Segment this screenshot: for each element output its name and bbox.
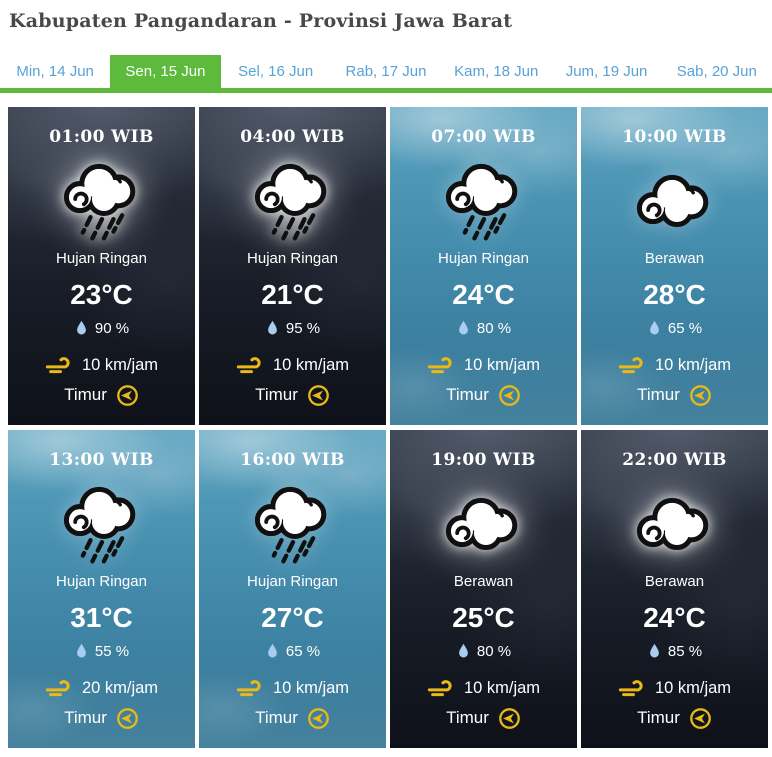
forecast-card: 16:00 WIB Hujan Ringan 27°C 65 % 10 km/j… xyxy=(199,430,386,748)
forecast-card: 10:00 WIB Berawan 28°C 65 % 10 km/jam Ti… xyxy=(581,107,768,425)
condition-label: Berawan xyxy=(644,573,705,590)
card-time: 01:00 WIB xyxy=(49,127,154,147)
tab-day-6[interactable]: Sab, 20 Jun xyxy=(676,63,757,80)
wind-icon xyxy=(618,679,643,696)
wind-direction-label: Timur xyxy=(64,708,107,727)
wind-direction-label: Timur xyxy=(637,385,680,404)
wind-icon xyxy=(45,679,70,696)
condition-label: Hujan Ringan xyxy=(438,250,529,267)
humidity-value: 85 % xyxy=(667,642,703,660)
droplet-icon xyxy=(459,320,468,334)
wind-direction-label: Timur xyxy=(446,708,489,727)
condition-label: Hujan Ringan xyxy=(247,573,338,590)
wind-direction-arrow-icon xyxy=(499,707,520,729)
wind-speed-value: 10 km/jam xyxy=(463,678,541,697)
condition-label: Berawan xyxy=(644,250,705,267)
wind-speed-value: 10 km/jam xyxy=(272,355,350,374)
card-time: 10:00 WIB xyxy=(622,127,727,147)
forecast-card: 22:00 WIB Berawan 24°C 85 % 10 km/jam Ti… xyxy=(581,430,768,748)
condition-label: Berawan xyxy=(453,573,514,590)
wind-speed-value: 10 km/jam xyxy=(463,355,541,374)
rain-cloud-icon xyxy=(54,471,150,573)
wind-direction-arrow-icon xyxy=(690,707,711,729)
wind-direction-arrow-icon xyxy=(117,384,138,406)
humidity-value: 90 % xyxy=(94,319,130,337)
droplet-icon xyxy=(268,643,277,657)
day-tab-bar: Min, 14 Jun Sen, 15 Jun Sel, 16 Jun Rab,… xyxy=(0,55,772,93)
wind-direction-arrow-icon xyxy=(117,707,138,729)
temperature-value: 28°C xyxy=(643,279,706,310)
temperature-value: 27°C xyxy=(261,602,324,633)
wind-speed-value: 10 km/jam xyxy=(272,678,350,697)
wind-speed-value: 10 km/jam xyxy=(81,355,159,374)
wind-icon xyxy=(427,679,452,696)
rain-cloud-icon xyxy=(245,471,341,573)
rain-cloud-icon xyxy=(436,148,532,250)
forecast-card: 19:00 WIB Berawan 25°C 80 % 10 km/jam Ti… xyxy=(390,430,577,748)
temperature-value: 21°C xyxy=(261,279,324,310)
humidity-value: 55 % xyxy=(94,642,130,660)
card-time: 13:00 WIB xyxy=(49,450,154,470)
forecast-card: 07:00 WIB Hujan Ringan 24°C 80 % 10 km/j… xyxy=(390,107,577,425)
wind-speed-value: 10 km/jam xyxy=(654,355,732,374)
humidity-value: 65 % xyxy=(667,319,703,337)
forecast-card: 13:00 WIB Hujan Ringan 31°C 55 % 20 km/j… xyxy=(8,430,195,748)
wind-direction-label: Timur xyxy=(255,708,298,727)
temperature-value: 24°C xyxy=(643,602,706,633)
wind-icon xyxy=(236,356,261,373)
wind-icon xyxy=(236,679,261,696)
condition-label: Hujan Ringan xyxy=(56,250,147,267)
tab-day-2[interactable]: Sel, 16 Jun xyxy=(238,63,314,80)
wind-speed-value: 20 km/jam xyxy=(81,678,159,697)
wind-direction-label: Timur xyxy=(446,385,489,404)
tab-day-4[interactable]: Kam, 18 Jun xyxy=(454,63,539,80)
droplet-icon xyxy=(650,643,659,657)
temperature-value: 23°C xyxy=(70,279,133,310)
wind-direction-label: Timur xyxy=(64,385,107,404)
droplet-icon xyxy=(77,320,86,334)
forecast-grid: 01:00 WIB Hujan Ringan 23°C 90 % 10 km/j… xyxy=(0,107,772,748)
wind-direction-label: Timur xyxy=(637,708,680,727)
condition-label: Hujan Ringan xyxy=(56,573,147,590)
wind-direction-arrow-icon xyxy=(499,384,520,406)
rain-cloud-icon xyxy=(245,148,341,250)
droplet-icon xyxy=(268,320,277,334)
wind-direction-label: Timur xyxy=(255,385,298,404)
cloud-icon xyxy=(436,471,532,573)
wind-speed-value: 10 km/jam xyxy=(654,678,732,697)
temperature-value: 24°C xyxy=(452,279,515,310)
card-time: 19:00 WIB xyxy=(431,450,536,470)
tab-day-1-active[interactable]: Sen, 15 Jun xyxy=(110,55,221,88)
humidity-value: 65 % xyxy=(285,642,321,660)
droplet-icon xyxy=(459,643,468,657)
card-time: 04:00 WIB xyxy=(240,127,345,147)
wind-direction-arrow-icon xyxy=(690,384,711,406)
cloud-icon xyxy=(627,148,723,250)
tab-day-0[interactable]: Min, 14 Jun xyxy=(16,63,94,80)
forecast-card: 01:00 WIB Hujan Ringan 23°C 90 % 10 km/j… xyxy=(8,107,195,425)
humidity-value: 95 % xyxy=(285,319,321,337)
tab-day-3[interactable]: Rab, 17 Jun xyxy=(345,63,427,80)
rain-cloud-icon xyxy=(54,148,150,250)
card-time: 22:00 WIB xyxy=(622,450,727,470)
temperature-value: 31°C xyxy=(70,602,133,633)
condition-label: Hujan Ringan xyxy=(247,250,338,267)
wind-direction-arrow-icon xyxy=(308,707,329,729)
humidity-value: 80 % xyxy=(476,642,512,660)
wind-icon xyxy=(427,356,452,373)
tab-day-5[interactable]: Jum, 19 Jun xyxy=(565,63,648,80)
page-title: Kabupaten Pangandaran - Provinsi Jawa Ba… xyxy=(9,10,513,32)
humidity-value: 80 % xyxy=(476,319,512,337)
droplet-icon xyxy=(650,320,659,334)
wind-icon xyxy=(45,356,70,373)
droplet-icon xyxy=(77,643,86,657)
forecast-card: 04:00 WIB Hujan Ringan 21°C 95 % 10 km/j… xyxy=(199,107,386,425)
cloud-icon xyxy=(627,471,723,573)
card-time: 07:00 WIB xyxy=(431,127,536,147)
wind-direction-arrow-icon xyxy=(308,384,329,406)
card-time: 16:00 WIB xyxy=(240,450,345,470)
wind-icon xyxy=(618,356,643,373)
temperature-value: 25°C xyxy=(452,602,515,633)
